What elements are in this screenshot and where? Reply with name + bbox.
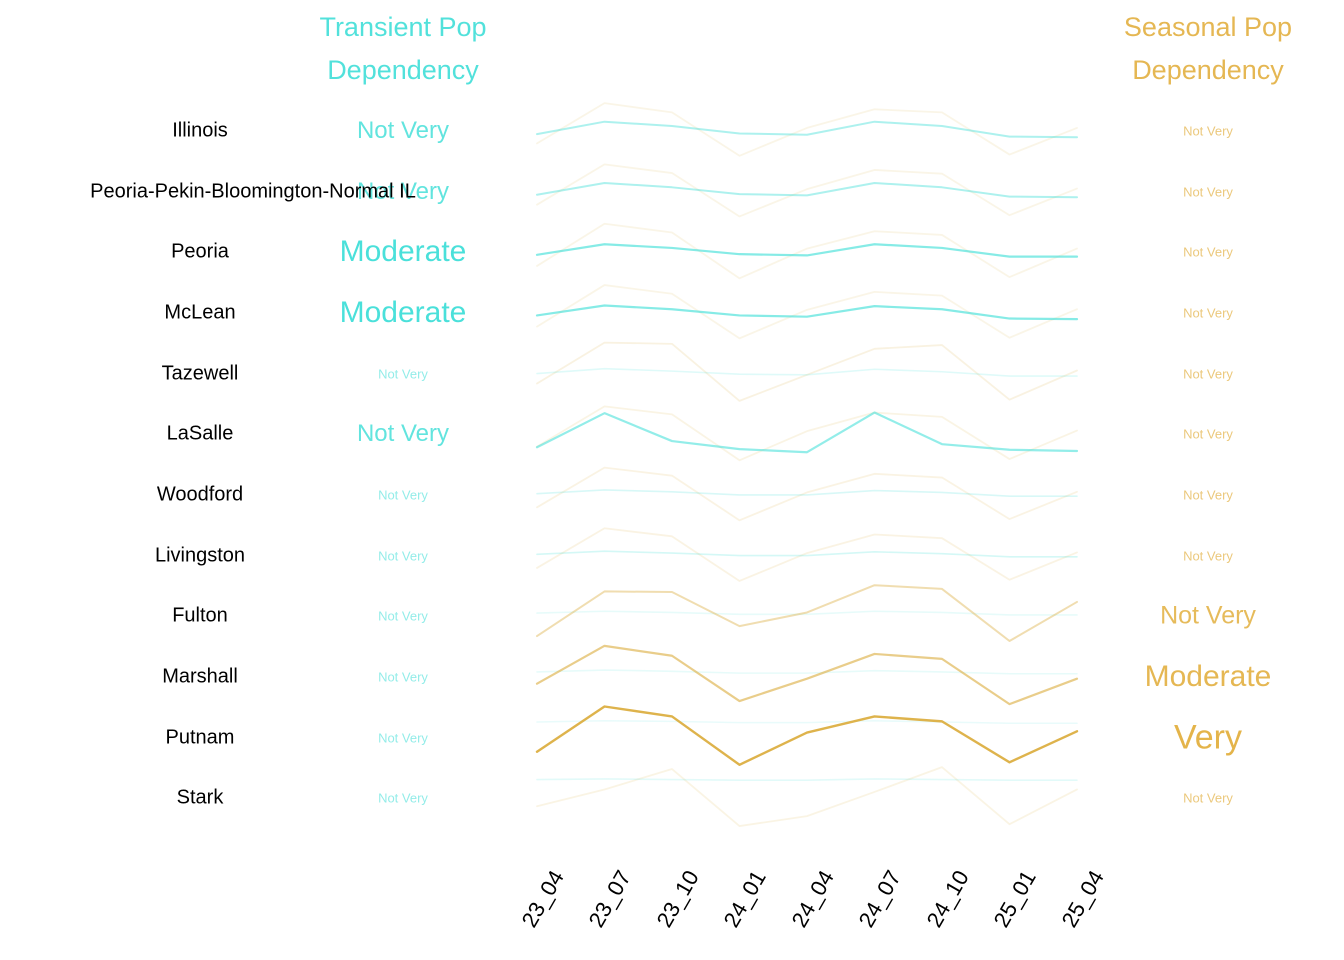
- seasonal-header-line2: Dependency: [1132, 55, 1284, 85]
- transient-dependency-value: Not Very: [378, 669, 428, 685]
- transient-sparkline: [536, 669, 1078, 675]
- region-label: Woodford: [156, 483, 244, 506]
- transient-sparkline: [536, 120, 1078, 139]
- transient-sparkline: [536, 367, 1078, 377]
- transient-dependency-value: Moderate: [339, 235, 467, 269]
- seasonal-dependency-value: Not Very: [1183, 244, 1233, 260]
- transient-dependency-value: Not Very: [378, 730, 428, 745]
- seasonal-header-line1: Seasonal Pop: [1123, 12, 1293, 42]
- region-label: Stark: [176, 786, 224, 809]
- transient-sparkline: [535, 304, 1079, 321]
- seasonal-sparkline: [536, 102, 1078, 157]
- seasonal-sparkline: [536, 466, 1078, 522]
- region-label: Fulton: [172, 604, 228, 627]
- transient-dependency-value: Not Very: [356, 177, 450, 205]
- transient-dependency-value: Moderate: [339, 295, 467, 329]
- region-label: Putnam: [165, 726, 235, 748]
- seasonal-dependency-value: Not Very: [1183, 790, 1233, 806]
- region-label: McLean: [164, 301, 236, 324]
- seasonal-dependency-value: Not Very: [1160, 601, 1256, 630]
- seasonal-sparkline: [536, 222, 1078, 280]
- seasonal-dependency-value: Not Very: [1183, 487, 1233, 503]
- seasonal-dependency-value: Not Very: [1183, 305, 1233, 321]
- seasonal-sparkline: [536, 341, 1078, 402]
- seasonal-sparkline: [536, 527, 1078, 582]
- transient-sparkline: [535, 243, 1079, 258]
- transient-sparkline: [536, 719, 1078, 725]
- transient-sparkline: [536, 778, 1078, 781]
- seasonal-dependency-value: Not Very: [1183, 184, 1233, 200]
- transient-dependency-value: Not Very: [378, 366, 428, 382]
- seasonal-sparkline: [536, 405, 1078, 462]
- transient-dependency-value: Not Very: [356, 117, 450, 144]
- seasonal-column-header: Seasonal Pop Dependency: [1008, 6, 1344, 92]
- transient-dependency-value: Not Very: [378, 608, 428, 624]
- transient-dependency-value: Not Very: [378, 548, 428, 564]
- transient-column-header: Transient Pop Dependency: [203, 6, 603, 92]
- seasonal-sparkline: [536, 163, 1078, 218]
- transient-sparkline: [535, 411, 1079, 454]
- transient-dependency-value: Not Very: [378, 790, 428, 806]
- seasonal-sparkline: [536, 284, 1078, 340]
- transient-sparkline: [536, 181, 1078, 199]
- transient-header-line2: Dependency: [327, 55, 479, 85]
- transient-dependency-value: Not Very: [356, 420, 450, 448]
- transient-sparkline: [536, 489, 1078, 497]
- seasonal-dependency-value: Very: [1173, 718, 1243, 756]
- seasonal-dependency-value: Not Very: [1183, 426, 1233, 442]
- seasonal-sparkline: [535, 644, 1079, 706]
- region-label: Marshall: [162, 665, 238, 688]
- transient-sparkline: [536, 610, 1078, 616]
- seasonal-dependency-value: Moderate: [1144, 659, 1272, 693]
- region-label: Tazewell: [161, 362, 239, 385]
- seasonal-dependency-value: Not Very: [1183, 123, 1233, 139]
- seasonal-sparkline: [536, 766, 1078, 827]
- region-label: Illinois: [172, 119, 228, 142]
- seasonal-sparkline: [535, 705, 1079, 766]
- transient-sparkline: [536, 550, 1078, 558]
- seasonal-dependency-value: Not Very: [1183, 366, 1233, 382]
- region-label: Livingston: [154, 544, 246, 567]
- transient-header-line1: Transient Pop: [319, 12, 487, 42]
- seasonal-dependency-value: Not Very: [1183, 548, 1233, 564]
- region-label: Peoria-Pekin-Bloomington-Normal IL: [90, 180, 416, 203]
- region-label: LaSalle: [166, 422, 234, 445]
- transient-dependency-value: Not Very: [378, 487, 428, 503]
- seasonal-sparkline: [536, 584, 1078, 642]
- region-label: Peoria: [171, 240, 229, 263]
